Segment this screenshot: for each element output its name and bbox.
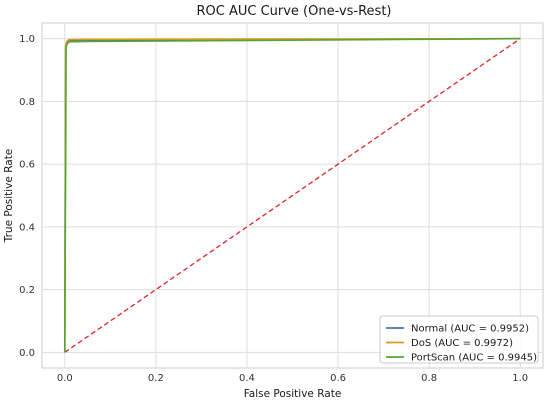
y-tick-label: 0.6 [19, 160, 35, 171]
y-tick-label: 1.0 [19, 34, 35, 45]
y-tick-label: 0.2 [19, 285, 35, 296]
legend: Normal (AUC = 0.9952) DoS (AUC = 0.9972) P… [379, 315, 539, 364]
y-tick-label: 0.4 [19, 222, 35, 233]
x-tick-label: 0.2 [148, 373, 164, 384]
reference-diagonal-line [64, 38, 521, 353]
x-axis-label: False Positive Rate [244, 388, 342, 400]
tick-labels: 0.0 0.2 0.4 0.6 0.8 1.0 0.0 0.2 0.4 0.6 0.8 1.0 [19, 34, 528, 384]
series-line-2 [63, 37, 521, 353]
legend-entry: Normal (AUC = 0.9952) [411, 324, 529, 335]
x-tick-label: 1.0 [512, 373, 528, 384]
y-tick-label: 0.8 [19, 97, 35, 108]
chart-title: ROC AUC Curve (One-vs-Rest) [196, 4, 391, 19]
x-tick-label: 0.4 [239, 373, 255, 384]
x-tick-label: 0.8 [421, 373, 437, 384]
legend-entry: DoS (AUC = 0.9972) [411, 338, 513, 349]
y-axis-label: True Positive Rate [3, 149, 15, 244]
legend-box [379, 315, 539, 364]
x-tick-label: 0.0 [57, 373, 73, 384]
y-tick-label: 0.0 [19, 348, 35, 359]
series-group [63, 37, 521, 353]
legend-entry: PortScan (AUC = 0.9945) [411, 353, 537, 364]
x-tick-label: 0.6 [330, 373, 346, 384]
